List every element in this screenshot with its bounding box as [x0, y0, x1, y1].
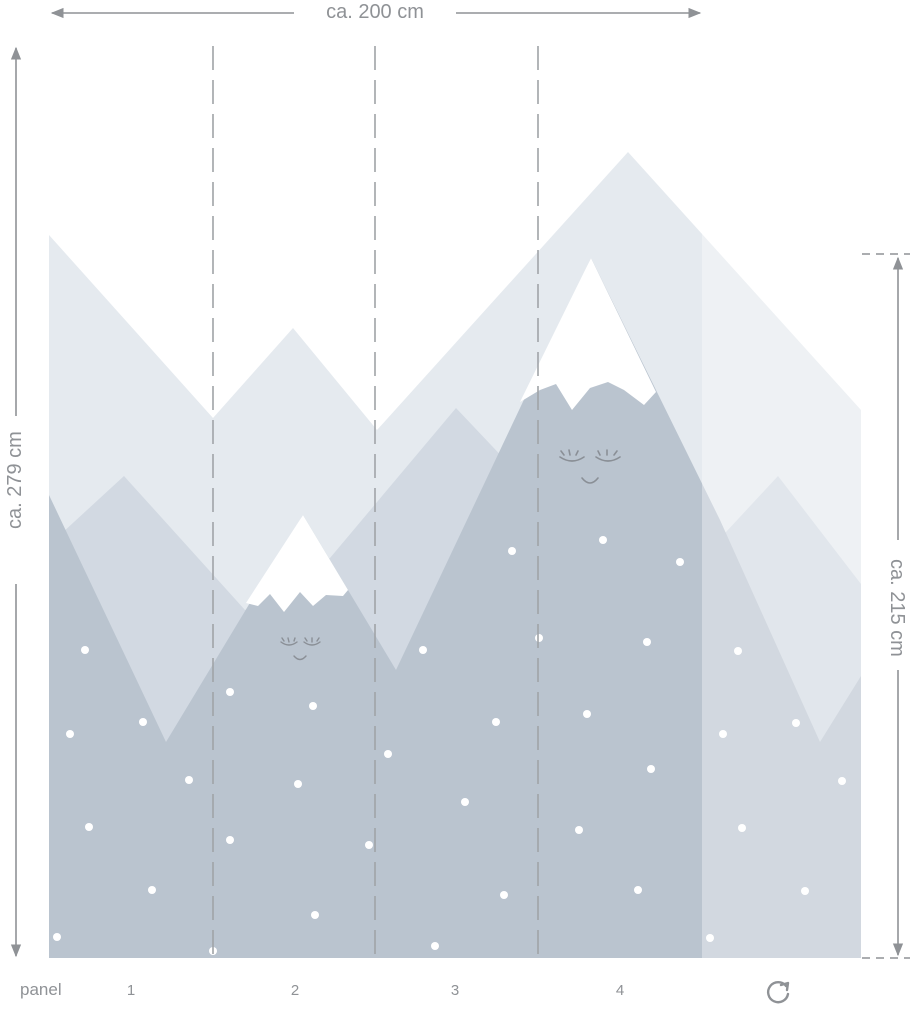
- mountain-front-range: [49, 258, 861, 958]
- face-left-mountain: [280, 637, 321, 661]
- offcut-overlay: [702, 0, 861, 958]
- rotate-button[interactable]: [764, 977, 794, 1007]
- width-label: ca. 200 cm: [296, 0, 454, 24]
- panel-caption: panel: [20, 980, 62, 999]
- panel-number-2: 2: [290, 982, 300, 999]
- panel-number-4: 4: [615, 982, 625, 999]
- panel-dividers: [212, 46, 539, 958]
- visible-height-dimension: [862, 253, 910, 959]
- mural-artwork: [49, 0, 861, 958]
- panel-number-1: 1: [126, 982, 136, 999]
- snow-cap-left: [246, 515, 348, 612]
- snow-cap-right: [520, 258, 656, 410]
- snow-dots: [53, 536, 846, 955]
- rotate-icon: [767, 981, 790, 1004]
- height-label: ca. 279 cm: [4, 431, 26, 529]
- visible-height-label: ca. 215 cm: [886, 559, 908, 657]
- panel-number-3: 3: [450, 982, 460, 999]
- face-right-mountain: [559, 449, 621, 484]
